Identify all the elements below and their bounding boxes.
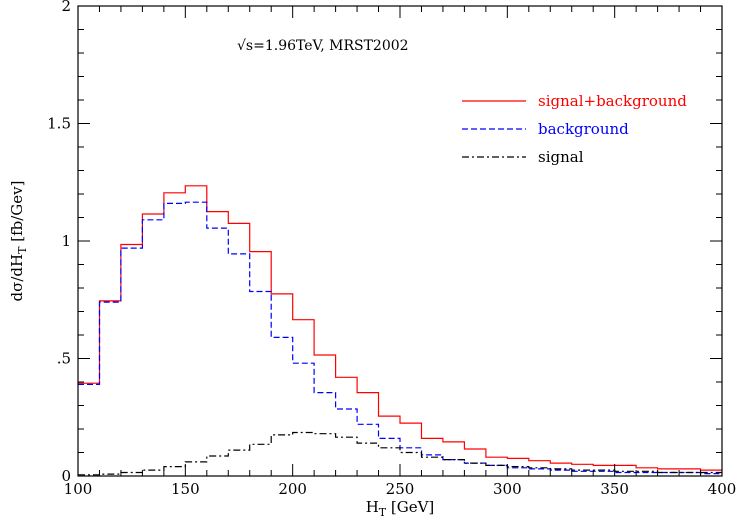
y-tick-label: 1.5 [47, 115, 71, 133]
energy-annotation: √s=1.96TeV, MRST2002 [237, 38, 409, 54]
y-axis-title-sub: T [16, 246, 29, 254]
legend-label: background [538, 120, 629, 138]
x-tick-label: 250 [386, 480, 415, 498]
y-tick-label: 2 [61, 0, 71, 15]
x-tick-label: 150 [171, 480, 200, 498]
y-tick-label: 1 [61, 232, 71, 250]
x-tick-label: 200 [278, 480, 307, 498]
plot-frame [77, 5, 723, 477]
y-axis-title-main: dσ/dH [8, 254, 26, 302]
y-tick-label: 0 [61, 467, 71, 485]
x-tick-label: 400 [708, 480, 736, 498]
x-tick-label: 100 [64, 480, 93, 498]
series-background-line [78, 201, 722, 475]
x-axis-title: HT [GeV] [366, 498, 435, 519]
x-tick-label: 350 [600, 480, 629, 498]
legend: signal+background background signal [462, 92, 687, 166]
legend-label: signal+background [538, 92, 687, 110]
y-axis-title: dσ/dHT [fb/Gev] [8, 181, 29, 302]
x-axis-title-unit: [GeV] [386, 498, 434, 516]
y-tick-label: .5 [57, 350, 71, 368]
y-axis-title-unit: [fb/Gev] [8, 181, 26, 247]
x-axis-title-sub: T [379, 506, 387, 519]
legend-label: signal [538, 148, 584, 166]
x-tick-label: 300 [493, 480, 522, 498]
x-axis-title-main: H [366, 498, 379, 516]
series-signal-background-line [78, 185, 722, 471]
